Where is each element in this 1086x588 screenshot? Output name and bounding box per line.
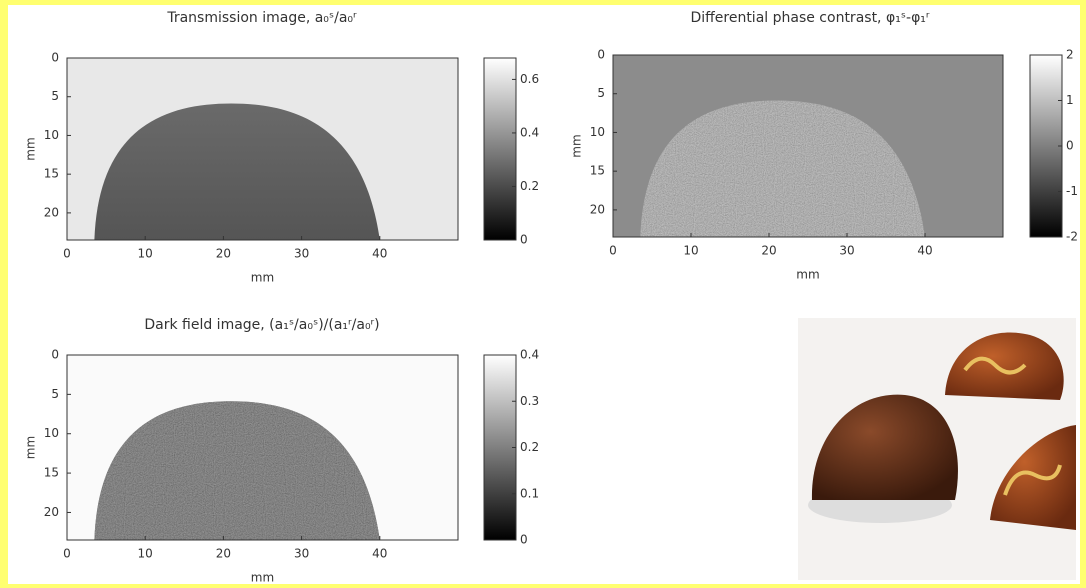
y-tick-label: 15: [44, 167, 59, 181]
colorbar-tick-label: 0.1: [520, 486, 539, 500]
y-tick-label: 10: [590, 125, 605, 139]
colorbar-tick-label: 0: [520, 233, 528, 247]
x-tick-label: 40: [372, 547, 387, 561]
colorbar-tick-label: 0.4: [520, 348, 539, 362]
y-axis-label: mm: [24, 137, 38, 160]
colorbar-tick-label: 2: [1066, 48, 1074, 62]
colorbar: [484, 355, 516, 540]
x-tick-label: 0: [609, 244, 617, 258]
x-tick-label: 10: [683, 244, 698, 258]
x-tick-label: 0: [63, 547, 71, 561]
y-tick-label: 15: [44, 466, 59, 480]
chart-title: Transmission image, a₀ˢ/a₀ʳ: [166, 10, 357, 26]
y-tick-label: 15: [590, 164, 605, 178]
x-tick-label: 40: [917, 244, 932, 258]
colorbar-tick-label: 0.3: [520, 394, 539, 408]
y-axis-label: mm: [24, 436, 38, 459]
colorbar: [1030, 55, 1062, 237]
x-axis-label: mm: [251, 571, 274, 585]
y-tick-label: 10: [44, 128, 59, 142]
y-tick-label: 0: [51, 348, 59, 362]
x-tick-label: 30: [294, 547, 309, 561]
photo: [798, 318, 1076, 580]
x-tick-label: 40: [372, 247, 387, 261]
colorbar-tick-label: 0: [520, 533, 528, 547]
y-axis-label: mm: [570, 134, 584, 157]
x-tick-label: 20: [216, 247, 231, 261]
x-tick-label: 30: [839, 244, 854, 258]
x-axis-label: mm: [251, 271, 274, 285]
page: {"chart_data": [ {"type": "image", "titl…: [0, 0, 1086, 588]
x-axis-label: mm: [796, 268, 819, 282]
y-tick-label: 20: [590, 202, 605, 216]
x-tick-label: 10: [138, 547, 153, 561]
colorbar-tick-label: 0: [1066, 139, 1074, 153]
colorbar: [484, 58, 516, 240]
colorbar-tick-label: 0.2: [520, 440, 539, 454]
colorbar-tick-label: 0.2: [520, 179, 539, 193]
y-tick-label: 5: [51, 387, 59, 401]
colorbar-tick-label: 0.4: [520, 125, 539, 139]
x-tick-label: 30: [294, 247, 309, 261]
colorbar-tick-label: 1: [1066, 93, 1074, 107]
chart-title: Differential phase contrast, φ₁ˢ-φ₁ʳ: [690, 10, 929, 26]
x-tick-label: 20: [761, 244, 776, 258]
y-tick-label: 5: [51, 89, 59, 103]
y-tick-label: 0: [597, 48, 605, 62]
x-tick-label: 10: [138, 247, 153, 261]
colorbar-tick-label: -2: [1066, 230, 1078, 244]
y-tick-label: 10: [44, 426, 59, 440]
x-tick-label: 0: [63, 247, 71, 261]
figure: 01020304005101520mmmmTransmission image,…: [0, 0, 1086, 588]
colorbar-tick-label: -1: [1066, 184, 1078, 198]
y-tick-label: 20: [44, 505, 59, 519]
y-tick-label: 20: [44, 205, 59, 219]
x-tick-label: 20: [216, 547, 231, 561]
chart-title: Dark field image, (a₁ˢ/a₀ˢ)/(a₁ʳ/a₀ʳ): [144, 317, 379, 333]
colorbar-tick-label: 0.6: [520, 72, 539, 86]
y-tick-label: 5: [597, 86, 605, 100]
y-tick-label: 0: [51, 51, 59, 65]
